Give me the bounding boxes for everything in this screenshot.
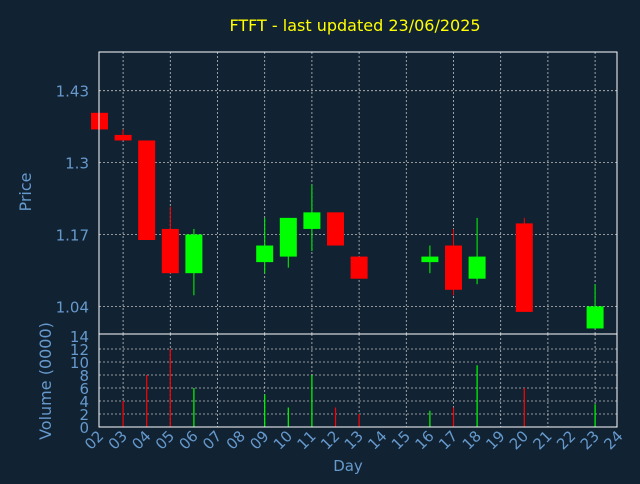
x-tick-label: 20 [506, 427, 532, 453]
x-tick-label: 16 [411, 427, 437, 453]
volume-tick-label: 12 [70, 341, 89, 359]
price-panel-frame [98, 51, 618, 335]
candle-body [445, 245, 462, 290]
candle-body [161, 228, 179, 274]
volume-tick-label: 10 [70, 354, 89, 372]
x-tick-label: 12 [317, 427, 343, 453]
x-tick-label: 07 [199, 427, 225, 453]
candles [91, 112, 604, 329]
candle-body [279, 217, 297, 257]
volume-tick-label: 0 [79, 419, 89, 437]
volume-tick-label: 6 [79, 380, 89, 398]
candle-body [586, 306, 604, 329]
x-tick-label: 06 [175, 427, 201, 453]
candle-body [468, 256, 486, 279]
x-tick-labels: 0203040506070809101112131415161718192021… [81, 427, 626, 453]
x-tick-label: 11 [293, 427, 319, 453]
candle-body [327, 212, 344, 246]
price-tick-labels: 1.04 1.17 1.3 1.43 [56, 83, 89, 317]
chart-title: FTFT - last updated 23/06/2025 [229, 16, 480, 35]
x-tick-label: 05 [152, 427, 178, 453]
volume-panel-frame [98, 333, 618, 428]
candle-body [256, 245, 274, 263]
x-tick-label: 18 [459, 427, 485, 453]
price-tick-label: 1.3 [65, 155, 89, 173]
volume-grid [99, 334, 617, 427]
price-tick-label: 1.17 [56, 226, 89, 244]
x-tick-label: 14 [364, 427, 390, 453]
volume-axis-label: Volume (0000) [36, 322, 55, 440]
x-tick-label: 13 [341, 427, 367, 453]
volume-tick-label: 8 [79, 367, 89, 385]
candle-body [515, 223, 533, 312]
x-tick-label: 10 [270, 427, 296, 453]
price-tick-label: 1.43 [56, 83, 89, 101]
volume-tick-label: 2 [79, 406, 89, 424]
x-tick-label: 09 [246, 427, 272, 453]
x-tick-label: 08 [223, 427, 249, 453]
candle-body [114, 134, 132, 141]
candle-body [421, 256, 439, 263]
x-tick-label: 24 [600, 427, 626, 453]
volume-bars [122, 349, 596, 427]
candle-body [138, 140, 156, 240]
x-tick-label: 15 [388, 427, 414, 453]
price-tick-label: 1.04 [56, 298, 89, 316]
x-tick-label: 17 [435, 427, 461, 453]
volume-tick-label: 14 [70, 328, 89, 346]
x-tick-label: 03 [105, 427, 131, 453]
candle-body [185, 234, 203, 274]
x-tick-label: 04 [128, 427, 154, 453]
x-tick-label: 23 [577, 427, 603, 453]
candle-body [350, 256, 368, 279]
price-axis-label: Price [16, 172, 35, 211]
x-tick-label: 21 [529, 427, 555, 453]
volume-tick-label: 4 [79, 393, 89, 411]
x-tick-label: 22 [553, 427, 579, 453]
price-grid [99, 52, 617, 334]
x-axis-label: Day [333, 457, 363, 475]
x-tick-label: 19 [482, 427, 508, 453]
candle-body [303, 212, 321, 229]
